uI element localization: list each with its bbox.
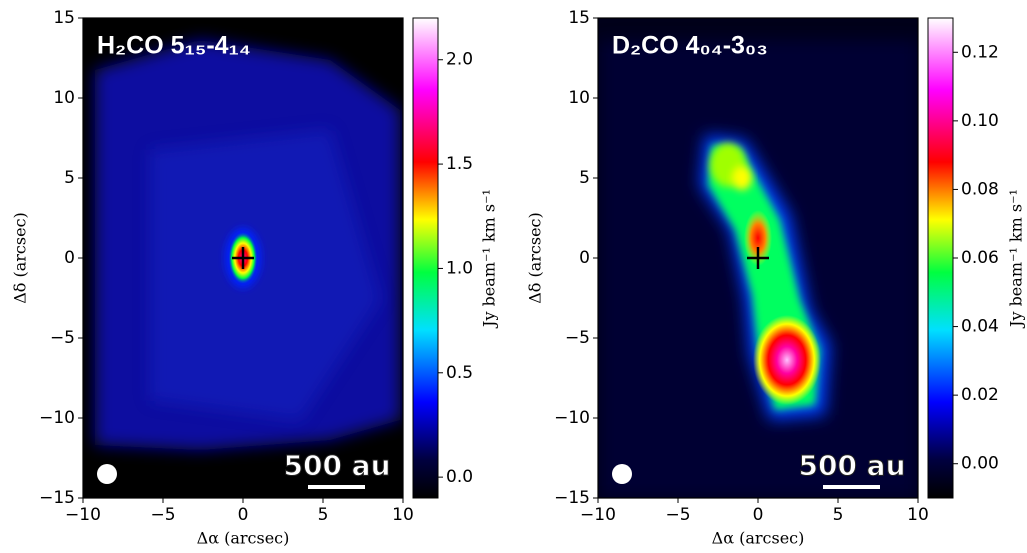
colorbar-label: Jy beam⁻¹ km s⁻¹	[1007, 189, 1026, 329]
x-tick-label: 5	[318, 505, 329, 525]
y-tick-label: 5	[579, 168, 590, 188]
y-tick-label: −15	[39, 488, 75, 508]
colorbar-tick-label: 0.5	[446, 363, 473, 383]
y-tick-label: 10	[53, 88, 75, 108]
colorbar	[412, 17, 439, 499]
colorbar-tick-label: 0.12	[961, 42, 999, 62]
colorbar	[927, 17, 954, 499]
x-axis-label: Δα (arcsec)	[712, 529, 805, 548]
colorbar-tick-label: 0.02	[961, 385, 999, 405]
panel-title: D₂CO 4₀₄-3₀₃	[612, 32, 768, 60]
map-2	[598, 18, 918, 498]
panel-title: H₂CO 5₁₅-4₁₄	[97, 32, 251, 60]
y-tick-label: −10	[39, 408, 75, 428]
y-tick-label: −15	[554, 488, 590, 508]
colorbar-tick-label: 0.10	[961, 111, 999, 131]
y-tick-label: −5	[50, 328, 75, 348]
colorbar-tick-label: 0.08	[961, 179, 999, 199]
x-tick-label: −5	[665, 505, 690, 525]
scalebar-label: 500 au	[283, 449, 390, 482]
y-tick-label: 0	[579, 248, 590, 268]
y-tick-label: 10	[568, 88, 590, 108]
x-tick-label: 0	[753, 505, 764, 525]
colorbar-tick-label: 0.04	[961, 317, 999, 337]
x-tick-label: 10	[392, 505, 414, 525]
y-tick-label: 5	[64, 168, 75, 188]
y-tick-label: 15	[53, 8, 75, 28]
colorbar-tick-label: 0.0	[446, 467, 473, 487]
x-axis-label: Δα (arcsec)	[197, 529, 290, 548]
y-tick-label: −10	[554, 408, 590, 428]
y-tick-label: 15	[568, 8, 590, 28]
y-tick-label: 0	[64, 248, 75, 268]
y-tick-label: −5	[565, 328, 590, 348]
colorbar-tick-label: 0.00	[961, 454, 999, 474]
x-tick-label: −5	[150, 505, 175, 525]
x-tick-label: 10	[907, 505, 929, 525]
y-axis-label: Δδ (arcsec)	[11, 212, 30, 304]
colorbar-tick-label: 1.5	[446, 154, 473, 174]
x-tick-label: −10	[580, 505, 616, 525]
map-1	[83, 18, 403, 498]
x-tick-label: 5	[833, 505, 844, 525]
colorbar-tick-label: 1.0	[446, 258, 473, 278]
colorbar-label: Jy beam⁻¹ km s⁻¹	[480, 189, 499, 329]
y-axis-label: Δδ (arcsec)	[526, 212, 545, 304]
x-tick-label: −10	[65, 505, 101, 525]
colorbar-tick-label: 0.06	[961, 248, 999, 268]
x-tick-label: 0	[238, 505, 249, 525]
colorbar-tick-label: 2.0	[446, 50, 473, 70]
scalebar-label: 500 au	[798, 449, 905, 482]
